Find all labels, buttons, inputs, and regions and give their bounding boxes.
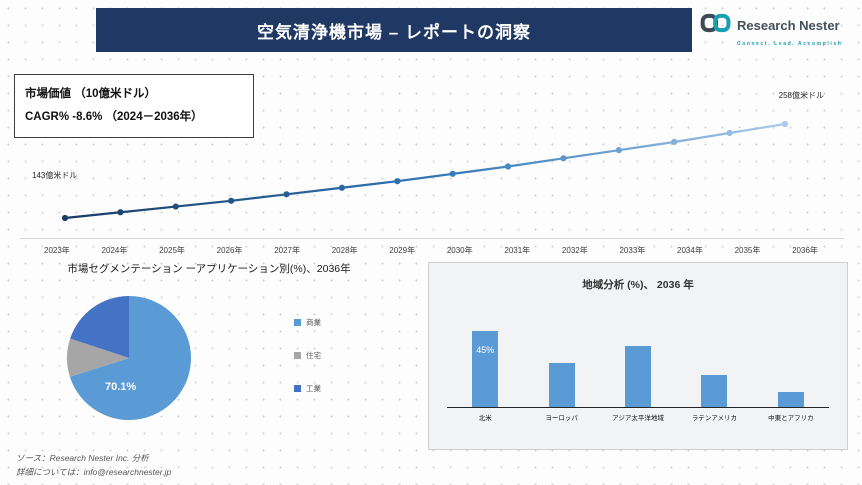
legend-swatch (294, 385, 301, 393)
legend-item: 住宅 (294, 350, 321, 361)
x-axis-tick-label: 2027年 (274, 246, 300, 255)
pie-slice (67, 338, 129, 377)
x-axis-tick-label: 2035年 (734, 246, 761, 255)
pie-chart-title: 市場セグメンテーション ーアプリケーション別(%)、2036年 (67, 263, 351, 275)
bar-category-label: ヨーロッパ (545, 415, 578, 422)
pie-data-label: 70.1% (105, 381, 136, 393)
page-title-bar: 空気清浄機市場 – レポートの洞察 (96, 8, 692, 52)
segmentation-pie-chart: 市場セグメンテーション ーアプリケーション別(%)、2036年 70.1% 商業… (14, 262, 404, 452)
line-chart-x-axis: 2023年 2024年 2025年 2026年 2027年 2028年 2029年 2030年… (20, 238, 844, 256)
line-data-point (172, 203, 179, 210)
line-data-point (283, 191, 290, 198)
market-value-box: 市場価値 （10億米ドル） CAGR% -8.6% （2024－2036年） (14, 74, 254, 138)
bar-chart-plot-area: 45% 北米 ヨーロッパ アジア太平洋地域 ラテンアメリカ 中東とアフリカ (447, 308, 830, 422)
bar-category-label: ラテンアメリカ (691, 415, 738, 422)
x-axis-tick-label: 2029年 (389, 246, 416, 255)
legend-item: 商業 (294, 317, 321, 328)
market-value-line-chart: 143億米ドル 258億米ドル 2023年 2024年 2025年 2026年 2027… (20, 88, 844, 258)
x-axis-tick-label: 2032年 (561, 246, 588, 255)
page-title: 空気清浄機市場 – レポートの洞察 (257, 22, 531, 42)
line-data-point (449, 170, 456, 177)
line-data-point (117, 209, 124, 216)
regional-bar-chart: 地域分析 (%)、 2036 年 45% 北米 ヨーロッパ アジア太平洋地域 ラテンアメ… (428, 262, 848, 450)
x-axis-tick-label: 2033年 (619, 246, 646, 255)
x-axis-tick-label: 2024年 (101, 246, 128, 255)
line-data-point (781, 120, 789, 128)
bar-data-label: 45% (476, 344, 495, 355)
bar (777, 391, 804, 407)
bar (548, 362, 575, 407)
x-axis-tick-label: 2030年 (446, 246, 473, 255)
bar-column: 中東とアフリカ (752, 308, 830, 422)
logo-name: Research Nester (737, 18, 840, 33)
cagr-label: CAGR% -8.6% （2024－2036年） (25, 111, 203, 123)
source-note: ソース：Research Nester Inc. 分析 (16, 453, 149, 463)
line-data-point (338, 184, 346, 191)
bar-category-label: アジア太平洋地域 (612, 415, 664, 422)
pie-chart-svg: 70.1% (67, 295, 191, 420)
legend-label: 住宅 (306, 351, 321, 361)
legend-swatch (294, 352, 301, 360)
pie-chart-legend: 商業 住宅 工業 (294, 317, 321, 394)
bar-column: ヨーロッパ (523, 308, 600, 422)
line-chart-svg (61, 120, 789, 222)
line-data-point (394, 178, 401, 185)
research-nester-logo-icon (700, 12, 732, 39)
bar-column: 45% 北米 (447, 308, 524, 422)
line-start-value-label: 143億米ドル (32, 171, 78, 180)
bar (625, 345, 652, 407)
x-axis-tick-label: 2034年 (677, 246, 703, 255)
bar-chart-title: 地域分析 (%)、 2036 年 (582, 279, 694, 291)
line-data-point (615, 147, 622, 154)
legend-swatch (294, 319, 301, 327)
pie-slice (69, 295, 191, 420)
line-data-point (61, 214, 69, 222)
logo-tagline: Connect. Lead. Accomplish (737, 41, 843, 47)
x-axis-tick-label: 2026年 (216, 246, 243, 255)
footer: ソース：Research Nester Inc. 分析 詳細については：info… (16, 452, 171, 479)
bar: 45% (472, 330, 499, 407)
bar-column: ラテンアメリカ (676, 308, 753, 422)
line-data-point (671, 138, 678, 146)
line-end-value-label: 258億米ドル (778, 91, 824, 100)
pie-slice (70, 295, 129, 358)
x-axis-tick-label: 2023年 (44, 246, 70, 255)
bar (701, 374, 728, 407)
bar-column: アジア太平洋地域 (599, 308, 677, 422)
legend-item: 工業 (294, 383, 321, 394)
bar-category-label: 北米 (478, 415, 492, 422)
line-data-point (726, 129, 733, 137)
x-axis-tick-label: 2031年 (504, 246, 531, 255)
legend-label: 工業 (306, 384, 321, 394)
contact-note: 詳細については：info@researchnester.jp (16, 466, 172, 477)
line-data-point (228, 197, 235, 204)
x-axis-tick-label: 2036年 (792, 246, 818, 255)
line-data-point (560, 155, 567, 162)
market-value-label: 市場価値 （10億米ドル） (25, 88, 156, 100)
x-axis-tick-label: 2025年 (159, 246, 185, 255)
legend-label: 商業 (306, 318, 321, 328)
research-nester-logo: Research Nester Connect. Lead. Accomplis… (700, 12, 855, 47)
x-axis-tick-label: 2028年 (331, 246, 358, 255)
line-data-point (504, 163, 512, 170)
bar-category-label: 中東とアフリカ (768, 415, 814, 422)
